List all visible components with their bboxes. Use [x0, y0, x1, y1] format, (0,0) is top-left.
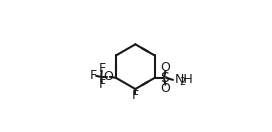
Text: O: O — [103, 70, 113, 83]
Text: F: F — [99, 78, 106, 91]
Text: S: S — [160, 71, 169, 85]
Text: F: F — [131, 89, 138, 102]
Text: O: O — [160, 81, 170, 95]
Text: NH: NH — [175, 73, 193, 86]
Text: 2: 2 — [179, 77, 185, 87]
Text: F: F — [99, 62, 106, 75]
Text: O: O — [160, 61, 170, 74]
Text: F: F — [90, 69, 97, 82]
